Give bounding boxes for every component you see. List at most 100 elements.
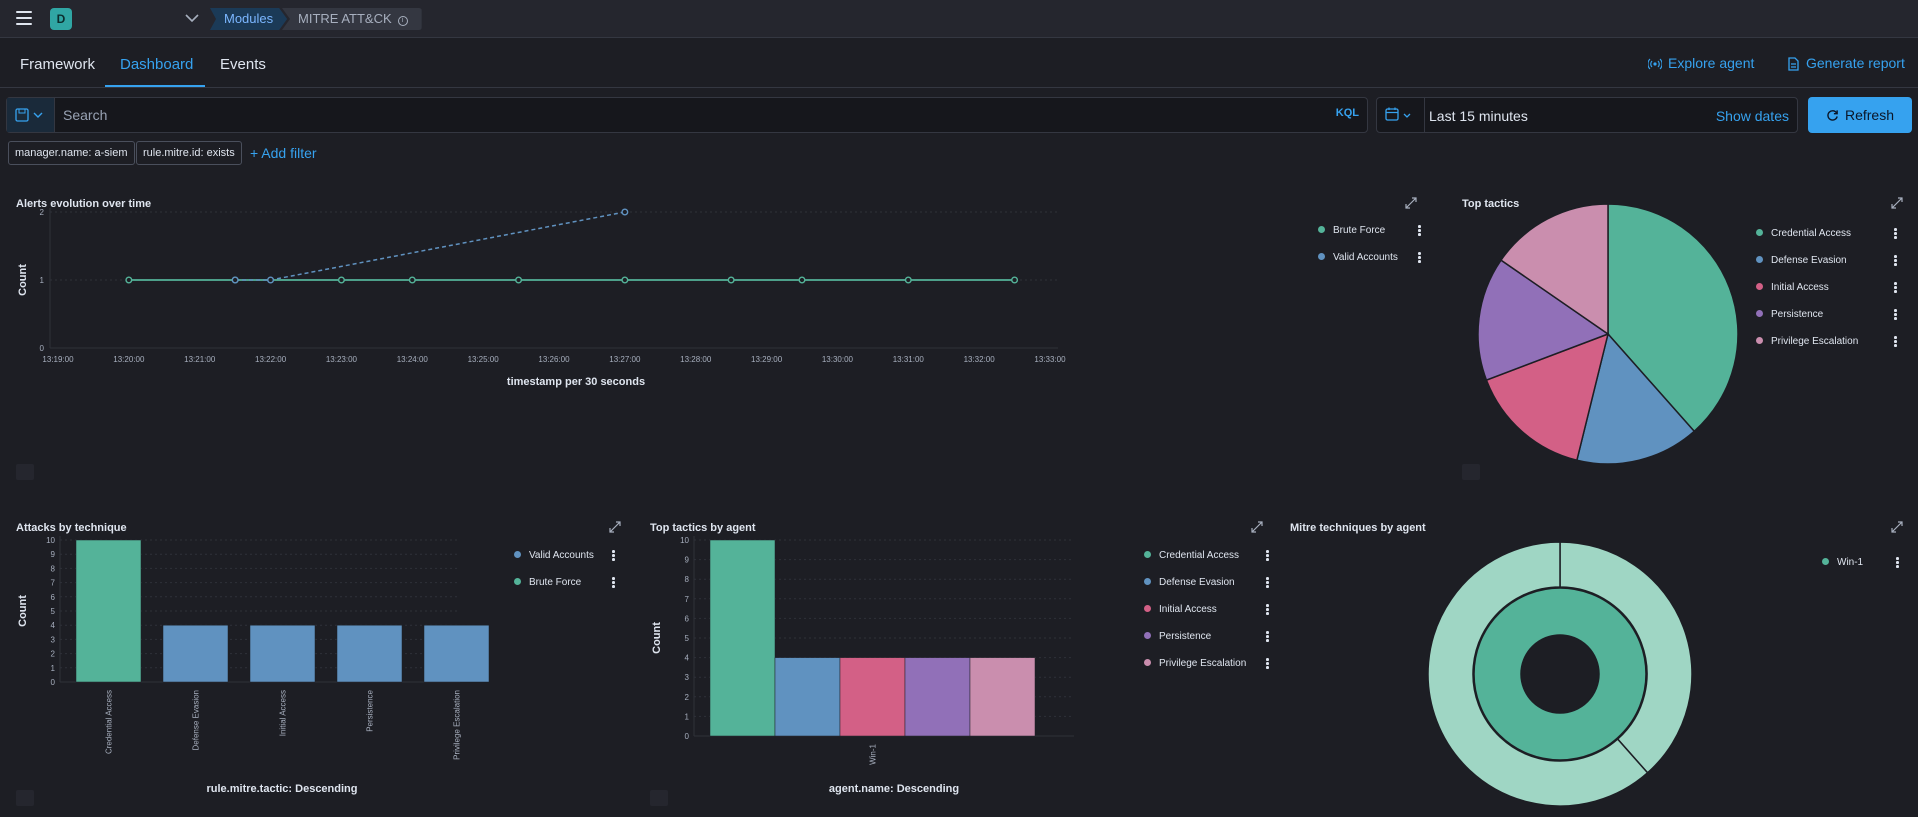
- expand-icon[interactable]: [1890, 196, 1904, 210]
- refresh-label: Refresh: [1844, 107, 1895, 123]
- y-tick-label: 10: [680, 536, 689, 545]
- explore-agent-button[interactable]: Explore agent: [1647, 55, 1754, 71]
- legend-options-icon[interactable]: [612, 577, 616, 589]
- quick-select-menu[interactable]: [1377, 98, 1425, 132]
- legend-dot: [1756, 256, 1763, 263]
- add-filter-button[interactable]: + Add filter: [250, 145, 317, 161]
- hamburger-menu-icon[interactable]: [16, 11, 32, 25]
- space-avatar[interactable]: D: [50, 8, 72, 30]
- legend-label: Defense Evasion: [1159, 577, 1235, 588]
- pie-slice-credential-access: [1607, 203, 1739, 433]
- y-tick-label: 1: [51, 664, 56, 673]
- x-tick-label: 13:23:00: [326, 355, 358, 364]
- legend-options-icon[interactable]: [1894, 336, 1898, 348]
- toggle-legend-icon[interactable]: [650, 790, 668, 806]
- legend-options-icon[interactable]: [1894, 282, 1898, 294]
- data-point-brute-force: [1011, 276, 1019, 284]
- time-range-label[interactable]: Last 15 minutes: [1429, 108, 1528, 124]
- legend-item-valid-accounts[interactable]: Valid Accounts: [1318, 252, 1398, 263]
- expand-icon[interactable]: [1890, 520, 1904, 534]
- breadcrumb-modules[interactable]: Modules: [210, 8, 287, 30]
- bar-credential-access: [709, 539, 776, 737]
- x-tick-label: 13:31:00: [893, 355, 925, 364]
- legend-options-icon[interactable]: [1266, 631, 1270, 643]
- x-tick-label: Credential Access: [105, 690, 114, 754]
- toggle-legend-icon[interactable]: [16, 790, 34, 806]
- save-icon: [15, 108, 43, 122]
- legend-item-privilege-escalation[interactable]: Privilege Escalation: [1756, 336, 1858, 347]
- legend-options-icon[interactable]: [1266, 577, 1270, 589]
- document-icon: [1788, 57, 1799, 71]
- refresh-button[interactable]: Refresh: [1808, 97, 1912, 133]
- data-point-brute-force: [515, 276, 523, 284]
- legend-options-icon[interactable]: [1894, 228, 1898, 240]
- legend-item-persistence[interactable]: Persistence: [1144, 631, 1211, 642]
- legend-label: Credential Access: [1159, 550, 1240, 561]
- legend-item-valid-accounts[interactable]: Valid Accounts: [514, 550, 594, 561]
- y-tick-label: 4: [51, 621, 56, 630]
- expand-icon[interactable]: [1250, 520, 1264, 534]
- legend-options-icon[interactable]: [612, 550, 616, 562]
- chevron-down-icon[interactable]: [184, 10, 200, 26]
- legend-item-credential-access[interactable]: Credential Access: [1756, 228, 1851, 239]
- legend-options-icon[interactable]: [1894, 309, 1898, 321]
- y-tick-label: 8: [685, 575, 690, 584]
- legend-options-icon[interactable]: [1266, 604, 1270, 616]
- y-tick-label: 2: [685, 693, 690, 702]
- legend-options-icon[interactable]: [1896, 557, 1900, 569]
- panel-title: Top tactics: [1462, 198, 1520, 210]
- y-axis-title: Count: [17, 595, 29, 627]
- legend-options-icon[interactable]: [1894, 255, 1898, 267]
- legend-item-defense-evasion[interactable]: Defense Evasion: [1144, 577, 1235, 588]
- legend-item-win-1[interactable]: Win-1: [1822, 557, 1863, 568]
- x-axis-title: agent.name: Descending: [829, 783, 959, 795]
- legend-label: Brute Force: [1333, 225, 1386, 236]
- line-chart: 0 1 2 13:19:00 13:20:00 13:21:00 13:22:00 13:23…: [17, 208, 1066, 388]
- legend-dot: [1318, 226, 1325, 233]
- legend-options-icon[interactable]: [1266, 658, 1270, 670]
- filter-pill-manager-name[interactable]: manager.name: a-siem: [8, 141, 135, 165]
- expand-icon[interactable]: [608, 520, 622, 534]
- kql-toggle[interactable]: KQL: [1335, 107, 1359, 119]
- legend-item-initial-access[interactable]: Initial Access: [1144, 604, 1217, 615]
- y-tick-label: 10: [46, 536, 55, 545]
- panel-title: Attacks by technique: [16, 522, 127, 534]
- bar-privilege-escalation: [423, 624, 490, 683]
- generate-report-button[interactable]: Generate report: [1786, 55, 1905, 71]
- x-tick-label: Privilege Escalation: [453, 690, 462, 760]
- toggle-legend-icon[interactable]: [16, 464, 34, 480]
- x-tick-label: 13:32:00: [964, 355, 996, 364]
- y-tick-label: 6: [685, 614, 690, 623]
- legend-options-icon[interactable]: [1266, 550, 1270, 562]
- saved-query-menu[interactable]: [7, 98, 55, 132]
- pie-chart: [1477, 203, 1739, 465]
- legend-item-privilege-escalation[interactable]: Privilege Escalation: [1144, 658, 1246, 669]
- refresh-icon: [1827, 110, 1838, 121]
- legend-options-icon[interactable]: [1418, 252, 1422, 264]
- tab-framework[interactable]: Framework: [20, 56, 96, 73]
- legend-item-persistence[interactable]: Persistence: [1756, 309, 1823, 320]
- filter-pill-rule-mitre-id[interactable]: rule.mitre.id: exists: [136, 141, 242, 165]
- legend-item-credential-access[interactable]: Credential Access: [1144, 550, 1239, 561]
- toggle-legend-icon[interactable]: [1462, 464, 1480, 480]
- data-point-brute-force: [904, 276, 912, 284]
- legend-item-brute-force[interactable]: Brute Force: [514, 577, 581, 588]
- legend-options-icon[interactable]: [1418, 225, 1422, 237]
- show-dates-button[interactable]: Show dates: [1715, 108, 1789, 124]
- legend-dot: [514, 551, 521, 558]
- legend-item-brute-force[interactable]: Brute Force: [1318, 225, 1385, 236]
- breadcrumb-mitre-attack: MITRE ATT&CK i: [282, 8, 422, 30]
- legend-item-initial-access[interactable]: Initial Access: [1756, 282, 1829, 293]
- legend-item-defense-evasion[interactable]: Defense Evasion: [1756, 255, 1847, 266]
- info-icon[interactable]: i: [397, 16, 408, 26]
- tab-dashboard[interactable]: Dashboard: [120, 56, 194, 73]
- bar-initial-access: [839, 657, 906, 737]
- y-tick-label: 2: [40, 208, 45, 217]
- expand-icon[interactable]: [1404, 196, 1418, 210]
- tab-events[interactable]: Events: [220, 56, 266, 73]
- legend-label: Initial Access: [1159, 604, 1217, 615]
- panel-title: Alerts evolution over time: [16, 198, 152, 210]
- pie-slice-privilege-escalation: [1499, 203, 1609, 336]
- search-input[interactable]: [63, 98, 1333, 132]
- panel-mitre-techniques-by-agent: Mitre techniques by agent Win-1: [1278, 512, 1914, 812]
